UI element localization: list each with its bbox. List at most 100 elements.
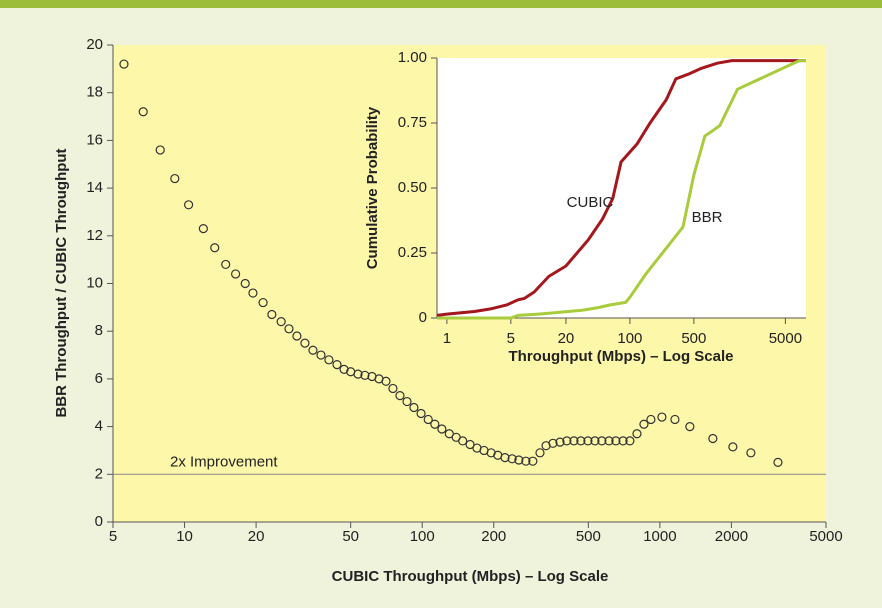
point: [155, 145, 165, 155]
point: [670, 414, 680, 425]
x-tick-label: 1: [443, 330, 451, 347]
point: [625, 436, 635, 446]
y-tick-label: 12: [86, 227, 103, 244]
point: [276, 317, 286, 327]
y-tick-label: 6: [95, 370, 103, 387]
y-tick-label: 0: [95, 513, 103, 530]
x-tick-label: 20: [248, 528, 265, 545]
y-tick-label: 18: [86, 84, 103, 101]
top-bar: [0, 0, 882, 8]
point: [292, 331, 302, 341]
point: [465, 439, 475, 450]
inset-y-axis-title: Cumulative Probability: [364, 106, 381, 269]
reference-label: 2x Improvement: [170, 453, 278, 470]
x-tick-label: 2000: [715, 528, 748, 545]
point: [170, 173, 180, 184]
point: [284, 324, 294, 334]
point: [576, 436, 586, 446]
point: [221, 259, 231, 270]
point: [746, 448, 756, 458]
point: [773, 457, 783, 467]
point: [119, 59, 129, 69]
point: [183, 200, 194, 210]
point: [632, 429, 642, 439]
point: [210, 243, 220, 253]
point: [240, 278, 250, 289]
point: [500, 453, 510, 463]
x-tick-label: 20: [558, 330, 575, 347]
point: [611, 436, 621, 446]
point: [258, 297, 268, 308]
x-tick-label: 10: [176, 528, 193, 545]
point: [569, 436, 579, 446]
x-tick-label: 50: [342, 528, 359, 545]
x-tick-label: 1000: [643, 528, 676, 545]
point: [728, 442, 738, 452]
x-tick-label: 5: [507, 330, 515, 347]
point: [590, 436, 600, 446]
point: [618, 436, 628, 446]
cdf-line: [436, 59, 806, 317]
y-tick-label: 0.50: [398, 179, 427, 196]
x-tick-label: 500: [576, 528, 601, 545]
point: [339, 364, 349, 374]
y-axis-title: BBR Throughput / CUBIC Throughput: [53, 148, 70, 417]
point: [267, 309, 277, 320]
y-tick-label: 4: [95, 418, 103, 435]
point: [231, 269, 241, 279]
y-tick-label: 20: [86, 36, 103, 53]
point: [316, 350, 326, 360]
point: [198, 224, 208, 234]
point: [555, 437, 565, 447]
y-tick-label: 1.00: [398, 49, 427, 66]
x-axis-title: CUBIC Throughput (Mbps) – Log Scale: [332, 568, 609, 585]
point: [437, 424, 447, 434]
point: [708, 433, 718, 444]
inset-x-axis-title: Throughput (Mbps) – Log Scale: [509, 348, 734, 365]
inset-plot-area: [437, 58, 806, 318]
point: [639, 419, 649, 429]
point: [444, 429, 454, 439]
point: [562, 436, 572, 446]
point: [353, 369, 363, 379]
point: [528, 456, 538, 466]
point: [360, 370, 370, 380]
point: [646, 414, 656, 425]
point: [548, 438, 558, 448]
x-tick-label: 500: [681, 330, 706, 347]
point: [381, 376, 391, 386]
x-tick-label: 5000: [769, 330, 802, 347]
y-tick-label: 14: [86, 179, 103, 196]
point: [535, 448, 545, 458]
point: [430, 419, 440, 429]
point: [514, 455, 524, 465]
y-tick-label: 0.25: [398, 244, 427, 261]
y-tick-label: 0.75: [398, 114, 427, 131]
point: [388, 383, 398, 394]
point: [332, 359, 342, 370]
point: [657, 412, 667, 422]
point: [248, 288, 258, 298]
x-tick-label: 100: [410, 528, 435, 545]
y-tick-label: 16: [86, 131, 103, 148]
point: [486, 448, 496, 458]
point: [583, 436, 593, 446]
point: [308, 345, 318, 355]
cdf-line: [437, 59, 806, 320]
point: [507, 454, 517, 464]
point: [395, 390, 405, 401]
x-tick-label: 5: [109, 528, 117, 545]
x-tick-label: 200: [481, 528, 506, 545]
point: [597, 436, 607, 446]
y-tick-label: 2: [95, 465, 103, 482]
point: [300, 338, 310, 348]
point: [409, 402, 419, 413]
y-tick-label: 0: [419, 309, 427, 326]
point: [423, 414, 433, 425]
point: [402, 396, 412, 407]
point: [416, 408, 426, 419]
point: [138, 107, 148, 117]
y-tick-label: 8: [95, 322, 103, 339]
point: [458, 436, 468, 446]
